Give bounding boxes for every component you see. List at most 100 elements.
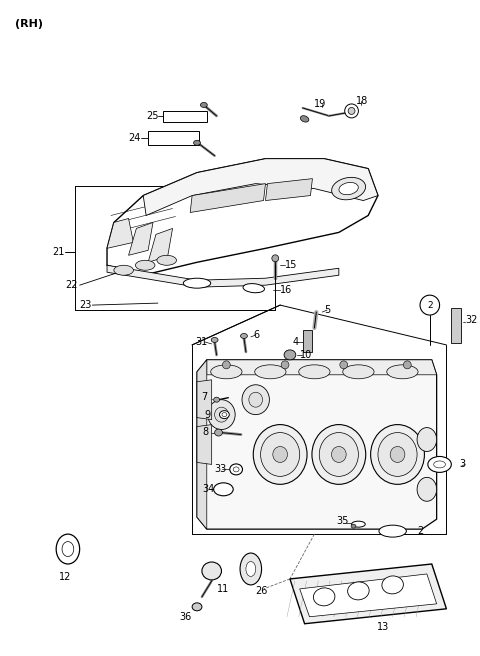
- Text: 36: 36: [179, 612, 192, 622]
- Text: 2: 2: [427, 300, 432, 310]
- Ellipse shape: [219, 411, 229, 419]
- Text: 19: 19: [314, 99, 326, 109]
- Polygon shape: [197, 380, 212, 420]
- Ellipse shape: [378, 432, 417, 476]
- Ellipse shape: [379, 525, 407, 537]
- Ellipse shape: [417, 478, 437, 501]
- Ellipse shape: [332, 177, 366, 200]
- Ellipse shape: [434, 461, 445, 468]
- Ellipse shape: [339, 182, 358, 195]
- Text: 8: 8: [202, 426, 208, 436]
- Polygon shape: [300, 574, 437, 617]
- Ellipse shape: [351, 524, 356, 528]
- Ellipse shape: [56, 534, 80, 564]
- Ellipse shape: [312, 424, 366, 484]
- Ellipse shape: [215, 407, 228, 422]
- Ellipse shape: [343, 365, 374, 379]
- Text: 32: 32: [465, 315, 478, 325]
- Ellipse shape: [319, 432, 359, 476]
- Text: (RH): (RH): [15, 19, 43, 30]
- Ellipse shape: [243, 283, 264, 293]
- Bar: [303, 330, 312, 352]
- Ellipse shape: [246, 562, 256, 577]
- Text: 3: 3: [459, 459, 465, 470]
- Polygon shape: [197, 360, 207, 529]
- Ellipse shape: [332, 447, 346, 462]
- Polygon shape: [265, 178, 312, 201]
- Text: 31: 31: [195, 337, 207, 347]
- Ellipse shape: [348, 582, 369, 600]
- Ellipse shape: [135, 260, 155, 270]
- Ellipse shape: [192, 603, 202, 611]
- Ellipse shape: [348, 108, 355, 114]
- Ellipse shape: [255, 365, 286, 379]
- Polygon shape: [148, 228, 172, 262]
- Ellipse shape: [299, 365, 330, 379]
- Bar: [451, 308, 461, 343]
- Text: 26: 26: [256, 586, 268, 596]
- Ellipse shape: [382, 576, 403, 594]
- Ellipse shape: [387, 365, 418, 379]
- Text: 13: 13: [377, 622, 389, 632]
- Ellipse shape: [240, 333, 247, 338]
- Ellipse shape: [214, 483, 233, 496]
- Text: 35: 35: [336, 516, 348, 526]
- Ellipse shape: [281, 361, 289, 369]
- Text: 12: 12: [59, 572, 71, 582]
- Text: 2: 2: [417, 526, 423, 536]
- Polygon shape: [197, 424, 212, 464]
- Ellipse shape: [240, 553, 262, 585]
- Ellipse shape: [284, 350, 296, 360]
- Polygon shape: [190, 184, 265, 213]
- Ellipse shape: [273, 447, 288, 462]
- Polygon shape: [290, 564, 446, 624]
- Text: 16: 16: [280, 285, 292, 295]
- Ellipse shape: [345, 104, 359, 118]
- Ellipse shape: [211, 337, 218, 342]
- Ellipse shape: [249, 392, 263, 407]
- Ellipse shape: [272, 255, 279, 262]
- Ellipse shape: [351, 521, 365, 527]
- Ellipse shape: [417, 428, 437, 451]
- Ellipse shape: [230, 464, 242, 475]
- Text: 11: 11: [216, 584, 229, 594]
- Ellipse shape: [261, 432, 300, 476]
- Bar: [163, 111, 207, 122]
- Text: 4: 4: [293, 337, 299, 347]
- Ellipse shape: [403, 361, 411, 369]
- Polygon shape: [129, 222, 153, 255]
- Text: 18: 18: [356, 96, 368, 106]
- Ellipse shape: [183, 278, 211, 288]
- Text: 21: 21: [52, 247, 65, 257]
- Ellipse shape: [211, 365, 242, 379]
- Ellipse shape: [114, 265, 133, 276]
- Text: 25: 25: [146, 111, 159, 121]
- Text: 24: 24: [129, 133, 141, 143]
- Polygon shape: [207, 360, 437, 375]
- Polygon shape: [107, 265, 339, 287]
- Ellipse shape: [390, 447, 405, 462]
- Ellipse shape: [62, 542, 74, 556]
- Ellipse shape: [233, 467, 239, 472]
- Text: 6: 6: [254, 330, 260, 340]
- Text: 9: 9: [205, 409, 211, 420]
- Text: 23: 23: [80, 300, 92, 310]
- Ellipse shape: [202, 562, 221, 580]
- Ellipse shape: [157, 255, 177, 265]
- Ellipse shape: [253, 424, 307, 484]
- Ellipse shape: [222, 413, 227, 417]
- Bar: [148, 131, 199, 145]
- Ellipse shape: [371, 424, 424, 484]
- Ellipse shape: [193, 140, 201, 145]
- Text: 33: 33: [215, 464, 227, 474]
- Ellipse shape: [208, 400, 235, 430]
- Text: 34: 34: [202, 484, 214, 495]
- Text: 5: 5: [324, 305, 330, 315]
- Polygon shape: [143, 159, 378, 215]
- Text: 22: 22: [65, 280, 77, 290]
- Ellipse shape: [340, 361, 348, 369]
- Ellipse shape: [242, 385, 269, 415]
- Text: 15: 15: [285, 260, 298, 270]
- Polygon shape: [107, 218, 133, 249]
- Ellipse shape: [214, 397, 219, 402]
